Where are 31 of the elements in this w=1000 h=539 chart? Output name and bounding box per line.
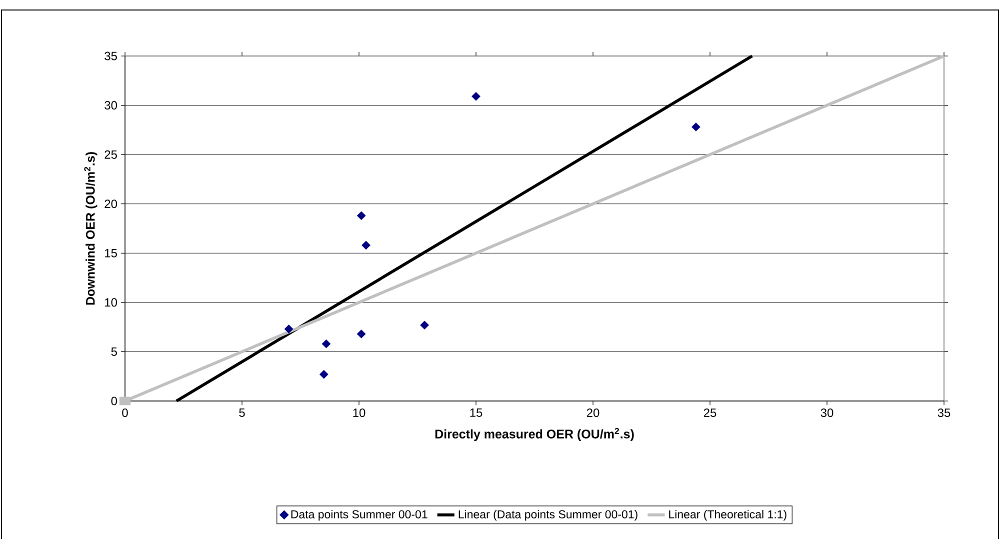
- x-tick-label: 20: [586, 408, 600, 418]
- point: [356, 330, 366, 338]
- point: [119, 396, 131, 406]
- point: [284, 324, 294, 334]
- x-tick-label: 35: [938, 408, 950, 418]
- point: [420, 320, 429, 330]
- x-tick-label: 30: [820, 408, 834, 418]
- y-tick-label: 20: [104, 200, 118, 208]
- y-tick-label: 5: [111, 348, 117, 356]
- point: [362, 240, 370, 250]
- point: [356, 211, 366, 220]
- point: [692, 122, 700, 132]
- legend-label: Data points Summer 00-01: [291, 510, 428, 521]
- legend-label: Linear (Theoretical 1:1): [669, 510, 786, 521]
- y-tick-label: 25: [104, 150, 117, 159]
- y-tick-label: 0: [111, 396, 118, 406]
- x-tick-label: 25: [704, 408, 716, 418]
- x-tick-label: 10: [353, 408, 366, 418]
- x-axis-title: Directly measured OER (OU/m$^{2}$.s): [435, 428, 634, 441]
- y-axis-title: Downwind OER (OU/m$^{2}$.s): [84, 152, 98, 305]
- x-tick-label: 15: [470, 408, 482, 417]
- x-tick-label: 0: [122, 408, 128, 418]
- legend-label: Linear (Data points Summer 00-01): [458, 510, 638, 521]
- y-tick-label: 30: [104, 101, 118, 110]
- point: [319, 370, 328, 379]
- y-tick-label: 35: [104, 52, 117, 60]
- y-tick-label: 10: [105, 298, 118, 307]
- point: [322, 339, 331, 348]
- y-tick-label: 15: [105, 248, 117, 258]
- x-tick-label: 5: [239, 408, 245, 417]
- point: [472, 92, 480, 101]
